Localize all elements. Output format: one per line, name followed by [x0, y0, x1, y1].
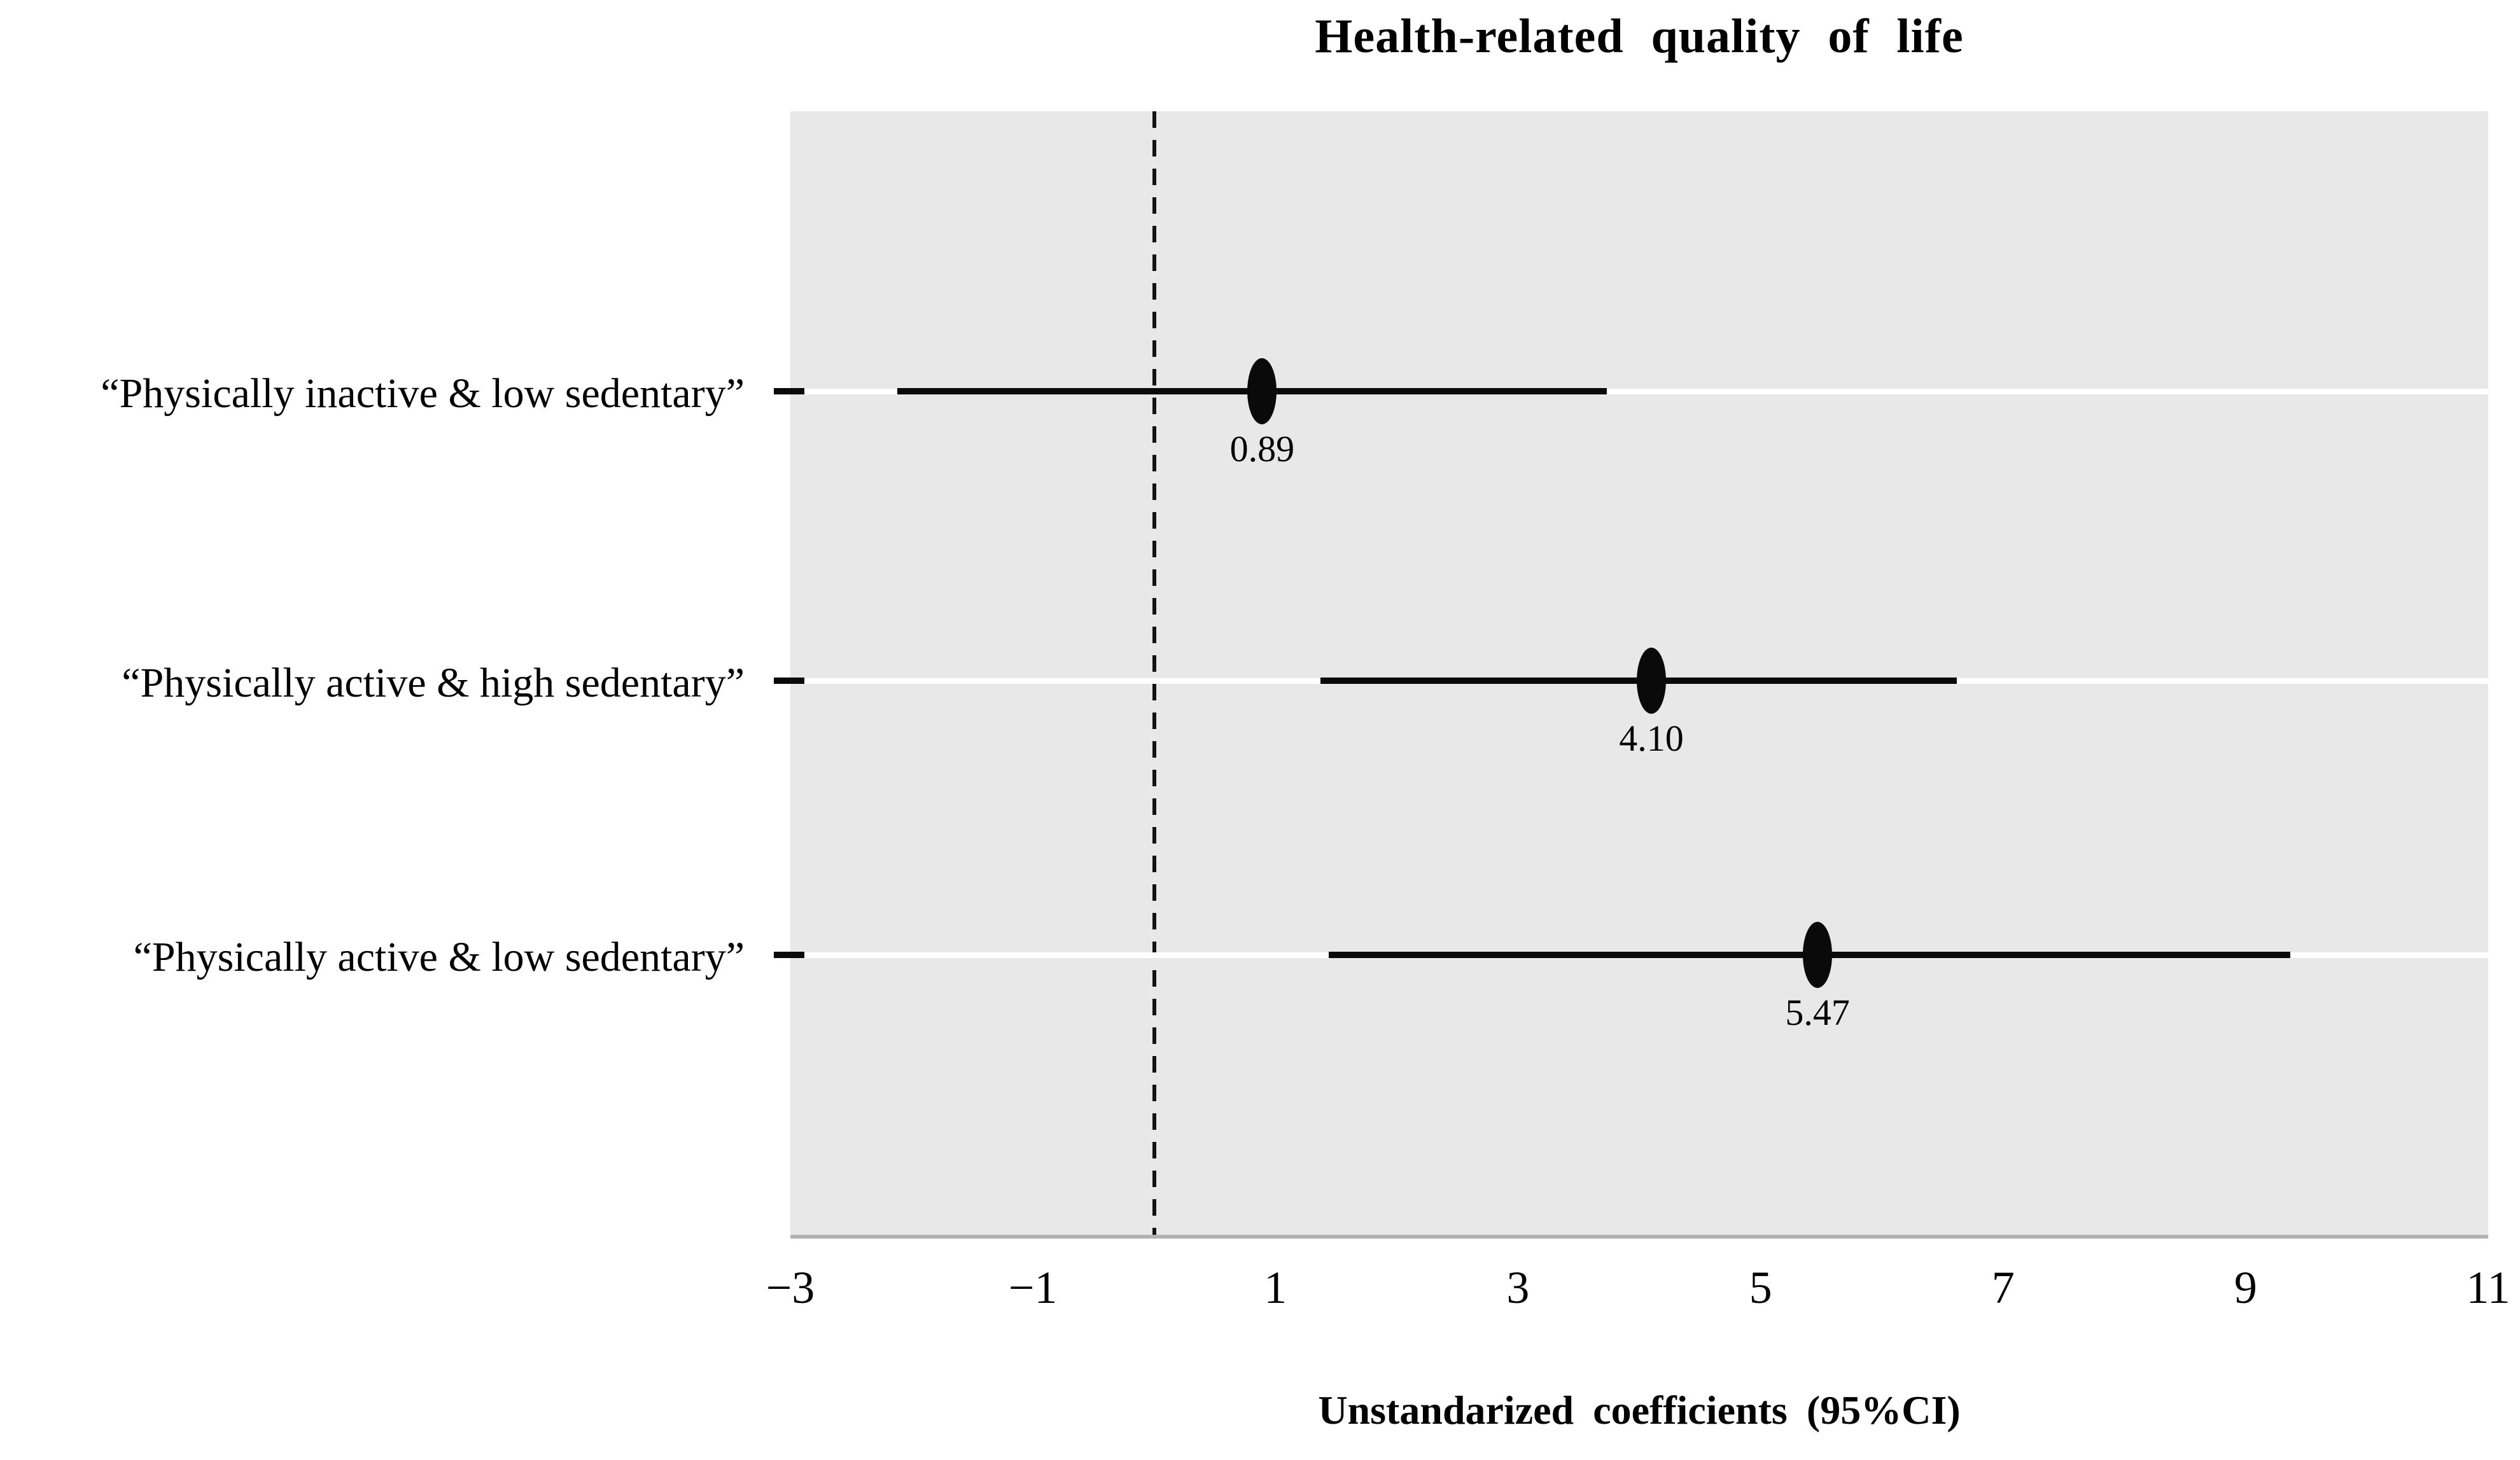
estimate-value-label: 0.89 — [1229, 428, 1295, 469]
x-tick-label: 7 — [1991, 1262, 2015, 1313]
x-tick-label: 9 — [2234, 1262, 2257, 1313]
y-axis-tick — [774, 952, 804, 958]
y-axis-tick — [774, 388, 804, 394]
estimate-point — [1637, 648, 1667, 714]
x-tick-label: 1 — [1264, 1262, 1287, 1313]
row-label: “Physically active & high sedentary” — [122, 660, 745, 707]
zero-reference-line — [1152, 111, 1156, 1235]
y-axis-tick — [774, 678, 804, 684]
x-tick-label: 5 — [1749, 1262, 1772, 1313]
estimate-point — [1803, 922, 1833, 988]
row-gridline — [790, 389, 2488, 394]
x-axis-label: Unstandarized coefficients (95%CI) — [1318, 1387, 1961, 1433]
x-tick-label: 3 — [1506, 1262, 1530, 1313]
estimate-value-label: 5.47 — [1785, 992, 1850, 1033]
estimate-point — [1247, 358, 1277, 424]
x-tick-label: 11 — [2466, 1262, 2510, 1313]
plot-area: 0.89 4.10 5.47 — [790, 111, 2488, 1239]
estimate-value-label: 4.10 — [1619, 718, 1684, 759]
row-label: “Physically active & low sedentary” — [133, 934, 745, 981]
x-tick-label: −1 — [1008, 1262, 1058, 1313]
x-tick-label: −3 — [766, 1262, 815, 1313]
row-label: “Physically inactive & low sedentary” — [101, 370, 745, 417]
chart-title: Health-related quality of life — [1315, 10, 1964, 63]
